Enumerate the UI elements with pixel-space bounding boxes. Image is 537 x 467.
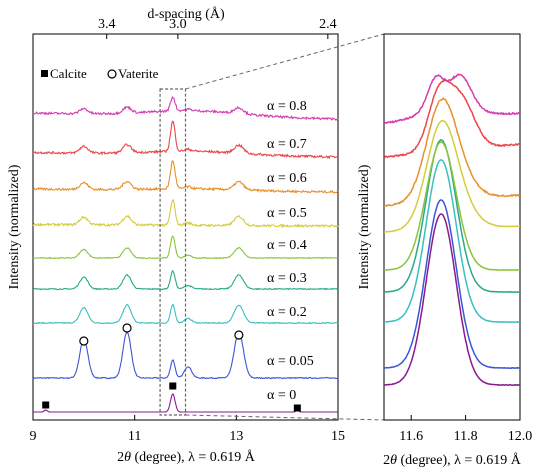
top-axis-title: d-spacing (Å) <box>147 6 225 22</box>
vaterite-legend-label: Vaterite <box>118 66 159 81</box>
alpha-label: α = 0.7 <box>267 137 307 152</box>
main-series-line <box>32 269 339 291</box>
alpha-label: α = 0.2 <box>267 305 307 320</box>
phase-legend: Calcite Vaterite <box>41 66 159 81</box>
vaterite-marker <box>234 330 244 340</box>
alpha-label: α = 0.4 <box>267 238 307 253</box>
calcite-marker <box>42 401 50 409</box>
inset-series-line <box>383 119 521 233</box>
x-tick-label: 11 <box>128 429 141 444</box>
top-tick-label: 2.4 <box>319 17 337 32</box>
main-plot-frame <box>32 33 339 421</box>
inset-x-label-rest: (degree), λ = 0.619 Å <box>397 452 522 467</box>
x-tick-label: 15 <box>331 429 345 444</box>
inset-series-line <box>383 141 521 272</box>
inset-series-line <box>383 97 521 208</box>
calcite-marker <box>293 404 301 412</box>
main-x-label-rest: (degree), λ = 0.619 Å <box>131 449 256 465</box>
alpha-label: α = 0 <box>267 388 296 403</box>
main-chart-panel: 9 11 13 153.4 3.0 2.4 α = 0α = 0.05α = 0.2α =… <box>7 6 345 465</box>
alpha-label: α = 0.6 <box>267 171 307 186</box>
alpha-label: α = 0.5 <box>267 206 307 221</box>
alpha-label: α = 0.3 <box>267 271 307 286</box>
zoom-inset-panel: 11.6 11.8 12.0 Intensity (normalized) 2θ (… <box>357 33 532 467</box>
inset-series-line <box>383 199 520 370</box>
vaterite-legend-marker <box>107 69 117 79</box>
main-series-line <box>33 393 338 413</box>
inset-series-line <box>383 213 520 387</box>
x-tick-label: 13 <box>229 429 243 444</box>
inset-plot-frame <box>383 33 521 421</box>
calcite-legend-label: Calcite <box>50 66 87 81</box>
vaterite-marker <box>79 336 89 346</box>
main-x-axis-label: 2θ (degree), λ = 0.619 Å <box>117 449 256 465</box>
alpha-labels: α = 0 α = 0.05 α = 0.2 α = 0.3 α = 0.4 α = 0.… <box>267 99 314 403</box>
inset-series-line <box>383 73 521 125</box>
zoom-connector-top <box>185 33 385 90</box>
calcite-legend-marker <box>41 70 48 77</box>
inset-x-tick-label: 11.6 <box>399 429 423 444</box>
calcite-marker <box>169 382 177 390</box>
main-ticks: 9 11 13 15 3.4 3.0 2.4 <box>30 17 346 444</box>
phase-markers <box>42 323 301 412</box>
inset-ticks: 11.6 11.8 12.0 <box>399 415 532 444</box>
alpha-label: α = 0.8 <box>267 99 307 114</box>
vaterite-marker <box>122 323 132 333</box>
inset-x-label-theta: θ <box>390 453 397 467</box>
x-tick-label: 9 <box>30 429 37 444</box>
inset-series-line <box>383 159 521 324</box>
main-x-label-symbol: 2 <box>117 450 124 465</box>
main-y-axis-label: Intensity (normalized) <box>7 164 22 289</box>
inset-x-tick-label: 12.0 <box>508 429 533 444</box>
inset-x-axis-label: 2θ (degree), λ = 0.619 Å <box>383 452 522 467</box>
zoom-connector-bottom <box>185 414 385 421</box>
main-x-label-theta: θ <box>124 450 131 465</box>
inset-curves <box>383 73 521 387</box>
inset-x-label-symbol: 2 <box>383 453 390 467</box>
inset-y-axis-label: Intensity (normalized) <box>357 164 372 289</box>
inset-x-tick-label: 11.8 <box>454 429 478 444</box>
zoom-window-box <box>159 88 187 416</box>
top-tick-label: 3.4 <box>98 17 116 32</box>
inset-series-line <box>383 78 521 159</box>
top-tick-label: 3.0 <box>169 17 187 32</box>
alpha-label: α = 0.05 <box>267 354 314 369</box>
